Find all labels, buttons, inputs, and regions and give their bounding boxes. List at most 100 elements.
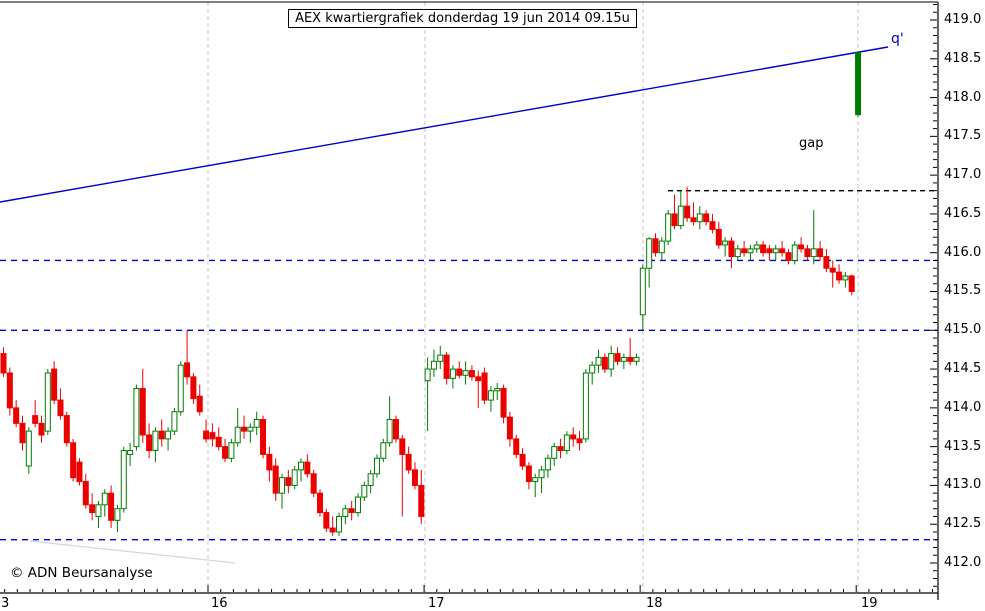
candle-body	[709, 221, 716, 230]
candle-body	[298, 461, 305, 471]
candle-body	[684, 205, 691, 219]
support-resistance-levels	[0, 189, 938, 541]
y-axis-label: 413.5	[944, 438, 982, 454]
y-axis-label: 413.0	[944, 477, 982, 493]
candle-body	[601, 356, 608, 370]
candle-body	[146, 434, 153, 452]
candle-body	[462, 370, 469, 376]
candle-body	[766, 248, 773, 254]
candle-body	[639, 267, 646, 316]
candle-body	[386, 418, 393, 444]
candle-body	[57, 399, 64, 417]
y-axis-label: 415.0	[944, 322, 982, 338]
candle-body	[443, 354, 450, 379]
candle-body	[348, 508, 355, 514]
y-axis-label: 414.5	[944, 361, 982, 377]
candle-body	[665, 213, 672, 242]
axes-and-ticks	[0, 1, 939, 600]
candle-body	[823, 256, 830, 269]
candle-body	[76, 461, 83, 483]
candle-body	[335, 515, 342, 533]
candle-body	[557, 446, 564, 452]
candle-body	[51, 368, 58, 401]
candle-body	[260, 418, 267, 455]
candle-body	[196, 395, 203, 413]
y-axis-label: 417.0	[944, 167, 982, 183]
candle-body	[506, 416, 513, 440]
candle-body	[285, 477, 292, 486]
chart-title: AEX kwartiergrafiek donderdag 19 jun 201…	[288, 9, 637, 28]
candle-body	[177, 364, 184, 413]
candle-body	[354, 496, 361, 514]
candle-body	[576, 438, 583, 444]
candle-body	[411, 469, 418, 486]
candle-body	[475, 376, 482, 382]
candle-body	[82, 481, 89, 506]
candle-body	[715, 228, 722, 246]
candle-body	[671, 213, 678, 227]
candle-body	[209, 432, 216, 440]
candle-body	[304, 461, 311, 475]
candle-body	[430, 360, 437, 370]
candle-body	[203, 430, 210, 440]
candle-body	[234, 426, 241, 444]
candle-body	[804, 248, 811, 258]
candle-body	[317, 492, 323, 514]
candle-body	[456, 368, 463, 376]
x-axis-label: 16	[211, 596, 228, 611]
candle-body	[449, 368, 456, 379]
candles	[0, 52, 862, 536]
candle-body	[652, 238, 659, 254]
candle-body	[544, 457, 551, 471]
candle-body	[703, 213, 710, 223]
candle-body	[608, 353, 615, 370]
candle-body	[487, 390, 494, 401]
candle-body	[595, 356, 602, 366]
candle-body	[361, 484, 368, 498]
candle-body	[728, 240, 735, 258]
candle-body	[696, 213, 703, 223]
candle-body	[184, 362, 191, 378]
candle-body	[165, 430, 172, 440]
x-axis-label: 3	[1, 596, 10, 611]
candle-body	[6, 372, 13, 409]
candle-body	[323, 512, 330, 529]
candle-body	[525, 465, 532, 483]
candle-body	[95, 504, 102, 517]
candle-body	[753, 244, 760, 250]
candle-body	[215, 436, 222, 448]
x-axis-label: 19	[861, 596, 878, 611]
candle-body	[855, 52, 862, 116]
candle-body	[468, 370, 475, 378]
candle-body	[589, 364, 596, 374]
candle-body	[500, 387, 507, 418]
candle-body	[373, 457, 380, 475]
candle-body	[70, 442, 77, 479]
candle-body	[741, 248, 748, 254]
y-axis-label: 412.0	[944, 554, 982, 570]
candle-body	[272, 465, 279, 494]
candle-body	[722, 240, 729, 246]
candle-body	[380, 442, 387, 459]
candle-body	[582, 372, 589, 440]
candle-body	[392, 418, 399, 440]
candle-body	[646, 238, 653, 269]
candle-body	[266, 453, 273, 471]
candle-body	[532, 477, 539, 483]
y-axis-label: 416.0	[944, 244, 982, 260]
rising-trendline	[0, 46, 889, 203]
candle-body	[171, 411, 178, 432]
candle-body	[760, 244, 767, 254]
candle-body	[494, 387, 501, 392]
candle-body	[139, 387, 146, 436]
candle-body	[810, 248, 817, 258]
candle-body	[785, 252, 792, 261]
candle-body	[437, 354, 444, 362]
candle-body	[222, 446, 229, 459]
y-axis-label: 415.5	[944, 283, 982, 299]
candle-body	[63, 415, 70, 444]
candle-body	[0, 353, 7, 374]
candle-body	[829, 267, 836, 273]
candle-body	[424, 368, 431, 382]
